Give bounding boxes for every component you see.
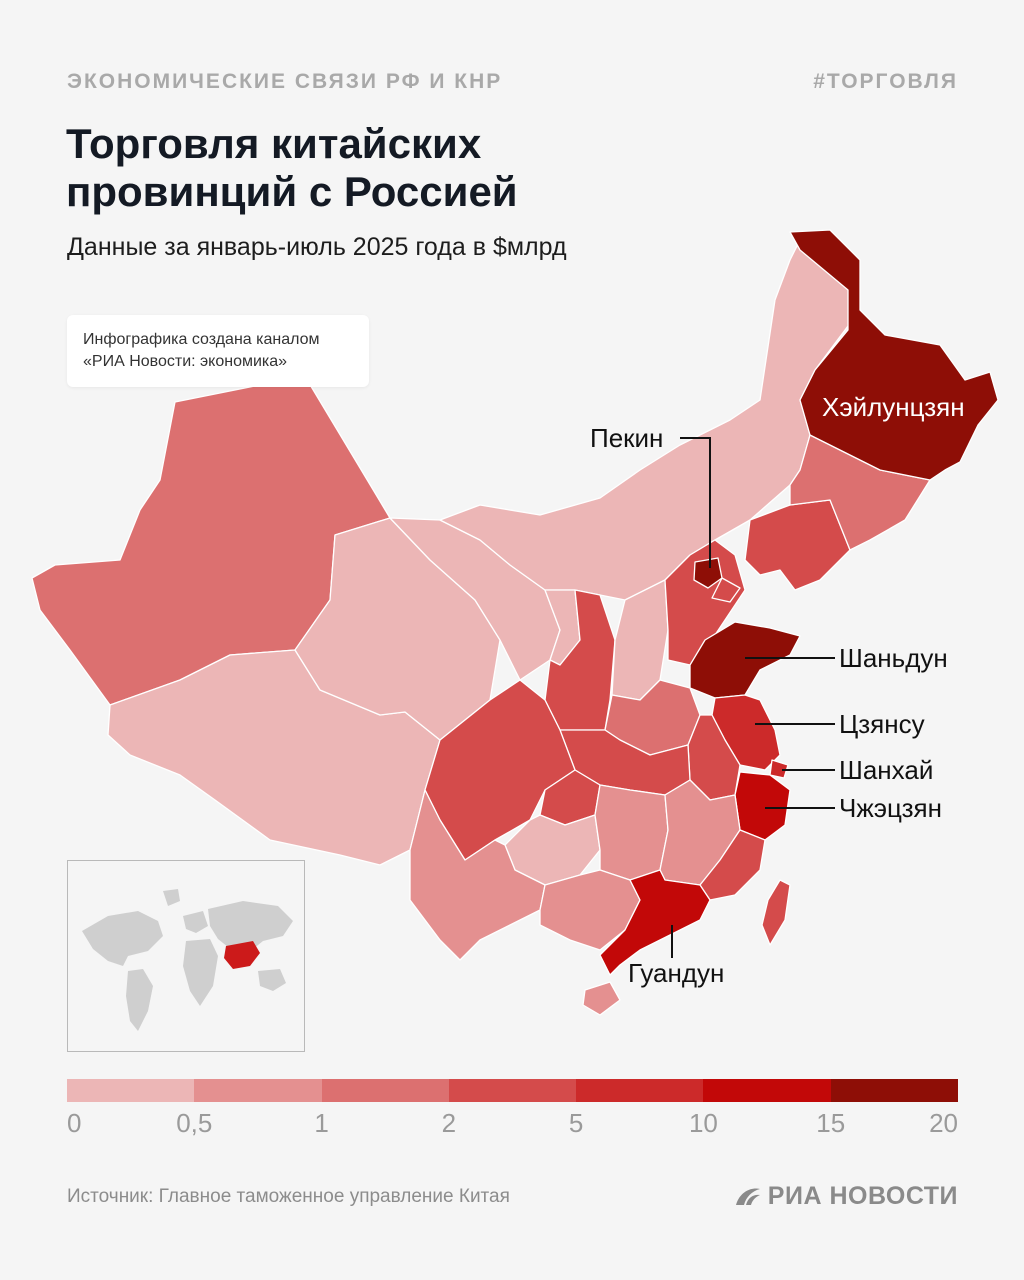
legend-bin-5 [703,1079,831,1102]
legend-bin-1 [194,1079,322,1102]
brand-logo: РИА НОВОСТИ [734,1182,958,1211]
province-liaoning [744,499,851,591]
province-beijing [693,557,723,589]
province-zhejiang [734,771,791,841]
label-shanghai: Шанхай [839,755,933,785]
ria-logo-icon [735,1188,760,1205]
hashtag: #ТОРГОВЛЯ [813,70,958,93]
source-note: Источник: Главное таможенное управление … [67,1186,510,1207]
legend-tick: 20 [929,1108,958,1138]
label-shandong: Шаньдун [839,643,948,673]
legend-tick: 0,5 [176,1108,213,1138]
legend-ticks: 0 0,5 1 2 5 10 15 20 [67,1102,958,1142]
credit-line-2: «РИА Новости: экономика» [83,353,288,370]
legend-color-bar [67,1079,958,1102]
province-jilin [789,434,931,551]
legend-bin-0 [67,1079,195,1102]
province-guangdong [599,869,711,976]
legend-bin-2 [321,1079,449,1102]
legend: 0 0,5 1 2 5 10 15 20 [67,1079,958,1142]
world-inset-map [67,860,305,1052]
credit-line-1: Инфографика создана каналом [83,331,320,348]
label-guangdong: Гуандун [628,958,724,988]
page-title: Торговля китайских провинций с Россией [66,120,518,215]
legend-tick: 10 [688,1108,718,1138]
legend-tick: 15 [816,1108,846,1138]
legend-bin-3 [448,1079,577,1102]
province-hainan [582,981,621,1016]
legend-bin-4 [576,1079,704,1102]
province-taiwan [761,879,791,946]
legend-tick: 2 [441,1108,457,1138]
page-subtitle: Данные за январь-июль 2025 года в $млрд [67,233,567,261]
province-shanghai [769,759,789,779]
leader-beijing [680,437,711,568]
province-hunan [594,784,669,881]
world-map-icon [82,889,293,1031]
province-qinghai [294,517,501,741]
label-zhejiang: Чжэцзян [839,793,942,823]
brand-name: РИА НОВОСТИ [767,1182,958,1210]
legend-tick: 5 [568,1108,584,1138]
province-tianjin [711,577,741,603]
province-heilongjiang [789,229,999,481]
legend-tick: 0 [67,1108,82,1138]
label-heilongjiang: Хэйлунцзян [822,392,965,422]
legend-tick: 1 [314,1108,329,1138]
province-shandong [689,621,801,699]
legend-bin-6 [830,1079,958,1102]
label-beijing: Пекин [590,423,663,453]
kicker: ЭКОНОМИЧЕСКИЕ СВЯЗИ РФ И КНР [67,70,503,93]
credit-box: Инфографика создана каналом «РИА Новости… [67,315,369,387]
province-hebei [664,539,746,666]
label-jiangsu: Цзянсу [839,709,925,739]
